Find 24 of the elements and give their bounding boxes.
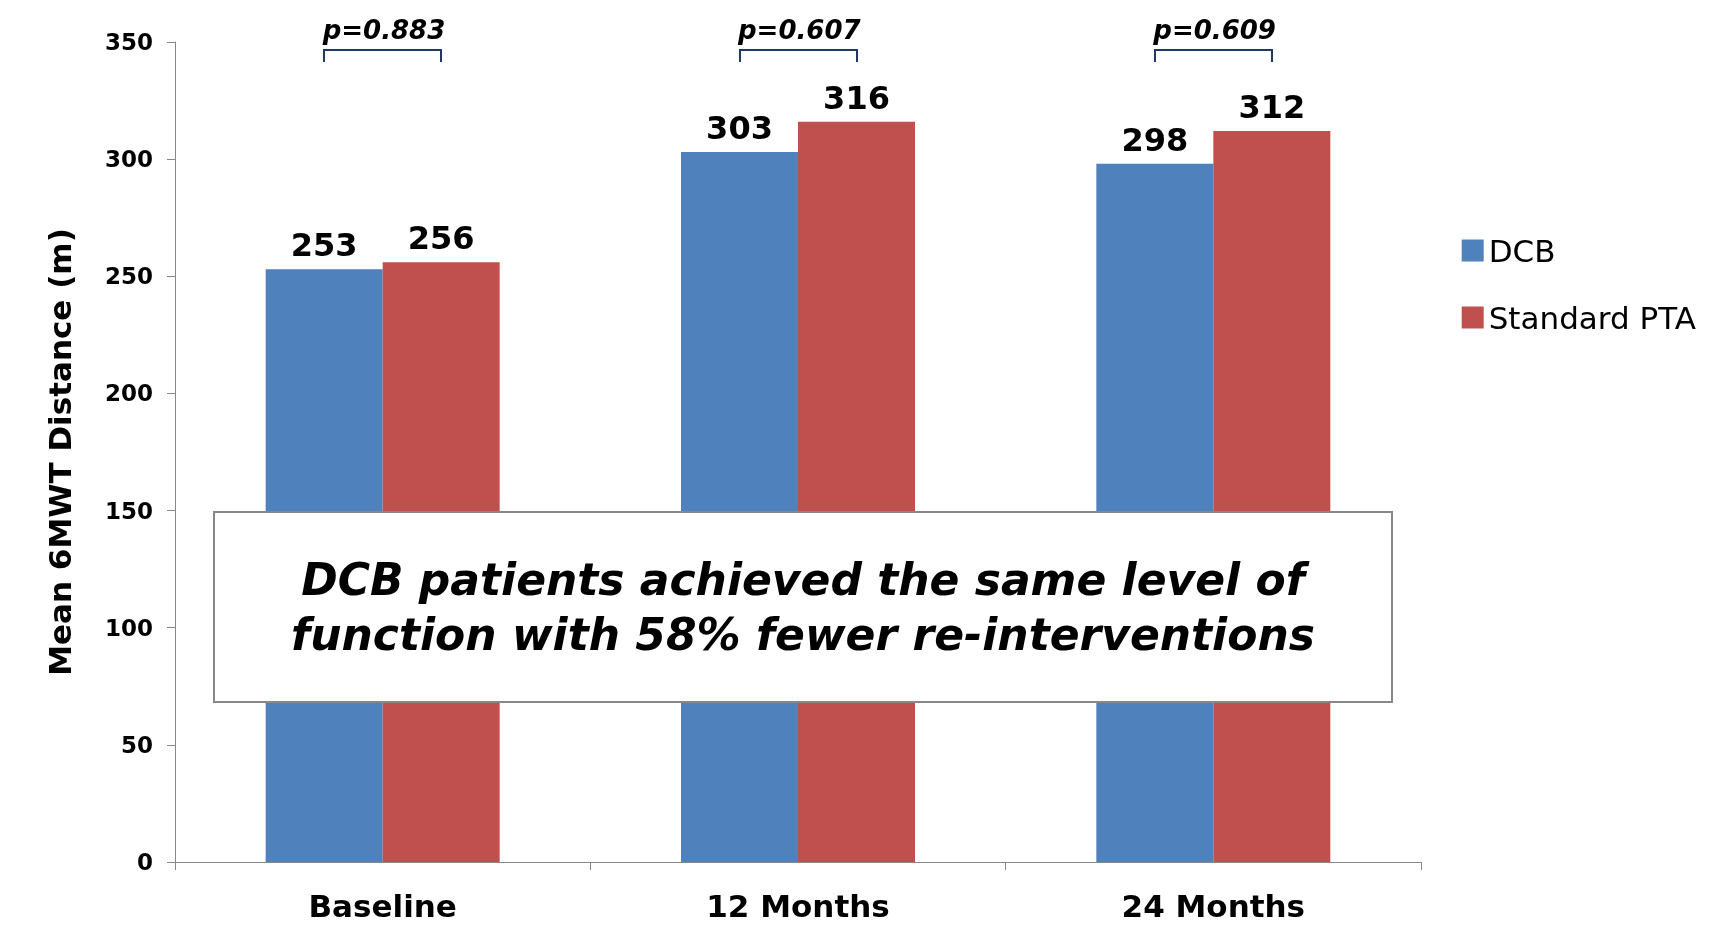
annotation: p=0.883 [322, 15, 446, 45]
x-tick-label: 12 Months [706, 887, 890, 924]
y-tick-label: 50 [120, 731, 153, 758]
data-label: 298 [1121, 120, 1189, 159]
x-tick-label: Baseline [308, 887, 457, 924]
data-label: 303 [706, 109, 773, 148]
legend-label: DCB [1488, 232, 1556, 269]
text-box: DCB patients achieved the same level of function with 58% fewer re-interventions [213, 510, 1393, 703]
y-tick-label: 250 [104, 263, 153, 290]
y-tick-label: 200 [104, 380, 153, 407]
x-tick-label: 24 Months [1121, 887, 1306, 924]
y-tick-label: 0 [136, 849, 153, 875]
y-tick-label: 350 [104, 29, 153, 55]
annotation: p=0.607 [738, 15, 861, 45]
annotation: p=0.609 [1153, 15, 1276, 45]
data-label: 256 [407, 219, 475, 258]
y-tick-label: 150 [104, 497, 153, 524]
data-label: 312 [1238, 88, 1306, 127]
legend-label: Standard PTA [1488, 299, 1696, 336]
data-label: 253 [290, 226, 358, 265]
data-label: 316 [823, 78, 890, 117]
y-axis-title: Mean 6MWT Distance (m) [41, 228, 78, 676]
y-tick-label: 300 [104, 146, 153, 173]
y-tick-label: 100 [104, 614, 153, 641]
